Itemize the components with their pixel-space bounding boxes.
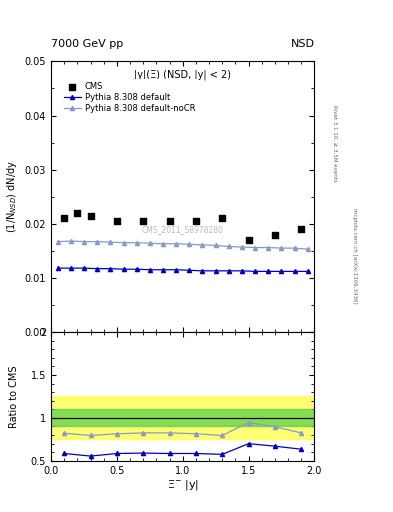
Pythia 8.308 default: [68, 265, 73, 271]
CMS: [298, 225, 305, 233]
Pythia 8.308 default-noCR: [95, 239, 99, 245]
Text: mcplots.cern.ch [arXiv:1306.3436]: mcplots.cern.ch [arXiv:1306.3436]: [352, 208, 357, 304]
Text: CMS_2011_S8978280: CMS_2011_S8978280: [142, 225, 224, 233]
Text: |y|(Ξ) (NSD, |y| < 2): |y|(Ξ) (NSD, |y| < 2): [134, 70, 231, 80]
Y-axis label: Ratio to CMS: Ratio to CMS: [9, 365, 20, 428]
Text: Rivet 3.1.10, ≥ 3.5M events: Rivet 3.1.10, ≥ 3.5M events: [332, 105, 337, 182]
CMS: [114, 217, 120, 225]
Pythia 8.308 default-noCR: [213, 242, 218, 248]
Bar: [51, 396, 314, 439]
CMS: [61, 214, 68, 222]
Pythia 8.308 default: [134, 266, 139, 272]
Legend: CMS, Pythia 8.308 default, Pythia 8.308 default-noCR: CMS, Pythia 8.308 default, Pythia 8.308 …: [61, 79, 198, 116]
Pythia 8.308 default-noCR: [240, 244, 244, 250]
Pythia 8.308 default: [161, 267, 165, 273]
CMS: [140, 217, 147, 225]
Pythia 8.308 default-noCR: [134, 240, 139, 246]
Pythia 8.308 default-noCR: [279, 245, 284, 251]
Pythia 8.308 default-noCR: [174, 241, 178, 247]
Pythia 8.308 default: [95, 266, 99, 272]
Pythia 8.308 default-noCR: [108, 239, 113, 245]
Pythia 8.308 default: [82, 265, 86, 271]
Pythia 8.308 default: [147, 267, 152, 273]
Pythia 8.308 default-noCR: [187, 241, 192, 247]
Text: 7000 GeV pp: 7000 GeV pp: [51, 38, 123, 49]
X-axis label: Ξ$^{-}$ |y|: Ξ$^{-}$ |y|: [167, 478, 199, 493]
Pythia 8.308 default: [253, 268, 257, 274]
CMS: [193, 217, 199, 225]
Pythia 8.308 default: [292, 268, 297, 274]
Pythia 8.308 default-noCR: [266, 245, 271, 251]
Pythia 8.308 default: [226, 268, 231, 274]
Text: NSD: NSD: [290, 38, 314, 49]
Pythia 8.308 default: [187, 267, 192, 273]
Pythia 8.308 default-noCR: [305, 246, 310, 252]
Pythia 8.308 default: [240, 268, 244, 274]
Pythia 8.308 default: [174, 267, 178, 273]
Pythia 8.308 default-noCR: [161, 241, 165, 247]
Line: Pythia 8.308 default: Pythia 8.308 default: [55, 266, 310, 273]
Pythia 8.308 default: [55, 265, 60, 271]
CMS: [272, 230, 278, 239]
Pythia 8.308 default-noCR: [82, 239, 86, 245]
Bar: [51, 409, 314, 426]
CMS: [246, 236, 252, 244]
Pythia 8.308 default-noCR: [226, 243, 231, 249]
Pythia 8.308 default: [121, 266, 126, 272]
Pythia 8.308 default-noCR: [292, 245, 297, 251]
Y-axis label: (1/N$_{NSD}$) dN/dy: (1/N$_{NSD}$) dN/dy: [6, 160, 20, 233]
Pythia 8.308 default: [305, 268, 310, 274]
Pythia 8.308 default-noCR: [253, 245, 257, 251]
Pythia 8.308 default: [279, 268, 284, 274]
CMS: [219, 214, 226, 222]
Pythia 8.308 default-noCR: [147, 240, 152, 246]
Pythia 8.308 default: [108, 266, 113, 272]
Line: Pythia 8.308 default-noCR: Pythia 8.308 default-noCR: [55, 239, 310, 251]
Pythia 8.308 default: [200, 268, 205, 274]
Pythia 8.308 default-noCR: [68, 238, 73, 244]
Pythia 8.308 default-noCR: [121, 240, 126, 246]
Pythia 8.308 default-noCR: [200, 242, 205, 248]
Pythia 8.308 default: [266, 268, 271, 274]
CMS: [87, 211, 94, 220]
Pythia 8.308 default-noCR: [55, 239, 60, 245]
CMS: [167, 217, 173, 225]
CMS: [74, 209, 81, 217]
Pythia 8.308 default: [213, 268, 218, 274]
